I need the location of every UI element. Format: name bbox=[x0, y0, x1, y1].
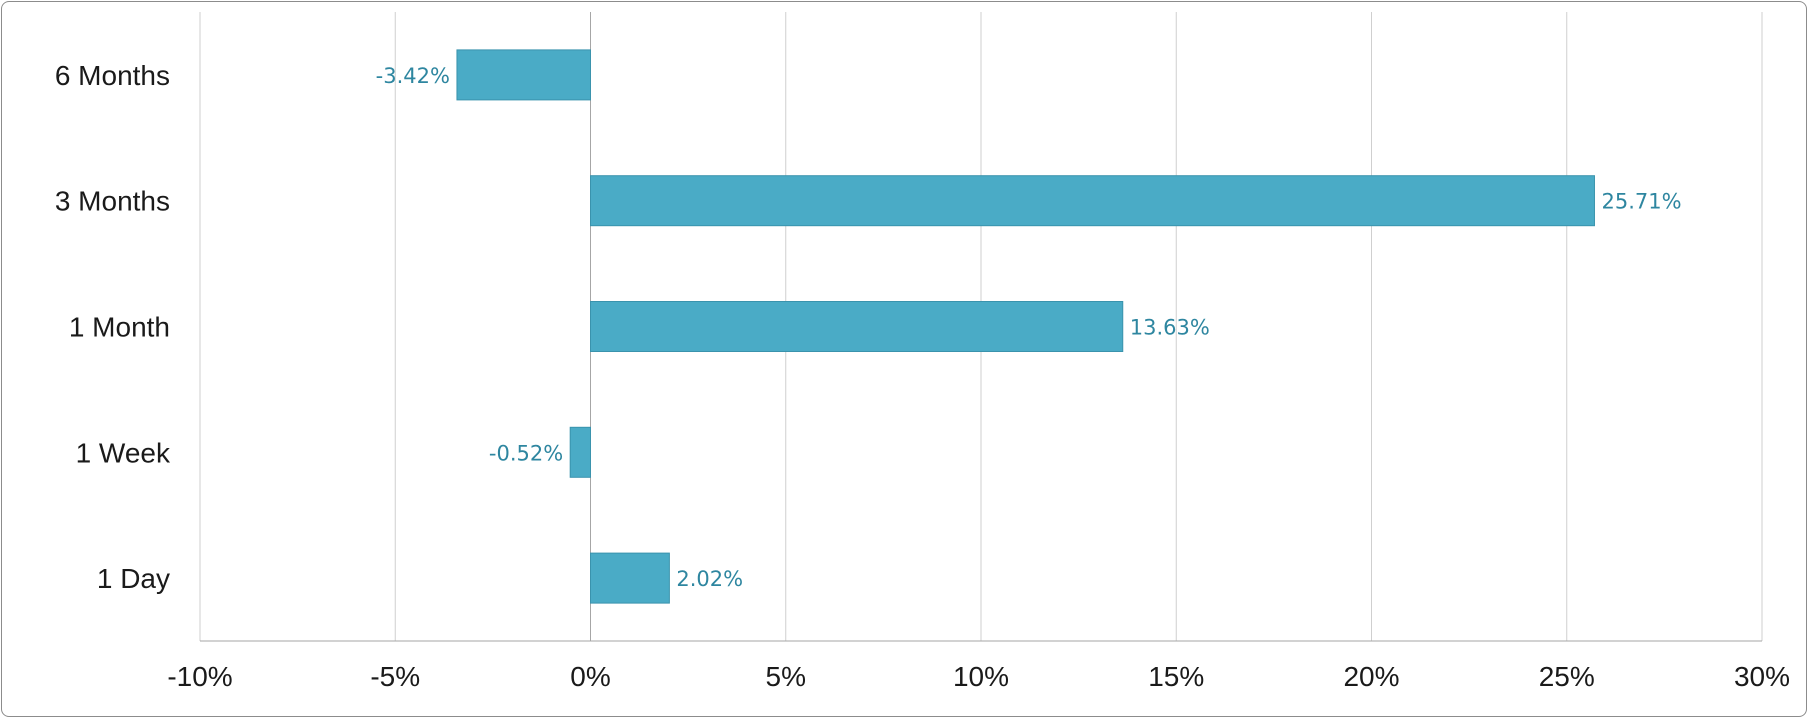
x-tick-label: 25% bbox=[1539, 661, 1595, 692]
data-label: -3.42% bbox=[376, 64, 450, 88]
category-label: 1 Day bbox=[97, 563, 170, 594]
category-label: 6 Months bbox=[55, 60, 170, 91]
category-label: 1 Week bbox=[76, 437, 171, 468]
x-tick-label: 30% bbox=[1734, 661, 1790, 692]
x-tick-label: 0% bbox=[570, 661, 610, 692]
grid-lines bbox=[199, 12, 1763, 641]
data-label: 25.71% bbox=[1601, 190, 1681, 214]
bars bbox=[456, 49, 1595, 604]
data-label: -0.52% bbox=[489, 441, 563, 465]
x-tick-label: 20% bbox=[1343, 661, 1399, 692]
x-tick-label: -5% bbox=[370, 661, 420, 692]
data-label: 2.02% bbox=[676, 567, 743, 591]
category-labels: 6 Months 3 Months 1 Month 1 Week 1 Day bbox=[55, 60, 171, 594]
x-tick-label: 5% bbox=[766, 661, 806, 692]
bar bbox=[590, 301, 1124, 352]
bar bbox=[456, 49, 591, 101]
bar bbox=[590, 552, 670, 604]
x-tick-label: 10% bbox=[953, 661, 1009, 692]
bar bbox=[590, 175, 1595, 227]
x-tick-label: 15% bbox=[1148, 661, 1204, 692]
x-tick-labels: -10% -5% 0% 5% 10% 15% 20% 25% 30% bbox=[167, 661, 1790, 692]
data-labels: -3.42% 25.71% 13.63% -0.52% 2.02% bbox=[376, 64, 1682, 591]
data-label: 13.63% bbox=[1130, 316, 1210, 340]
category-label: 1 Month bbox=[69, 312, 170, 343]
x-tick-label: -10% bbox=[167, 661, 232, 692]
bar bbox=[569, 426, 591, 478]
category-label: 3 Months bbox=[55, 186, 170, 217]
